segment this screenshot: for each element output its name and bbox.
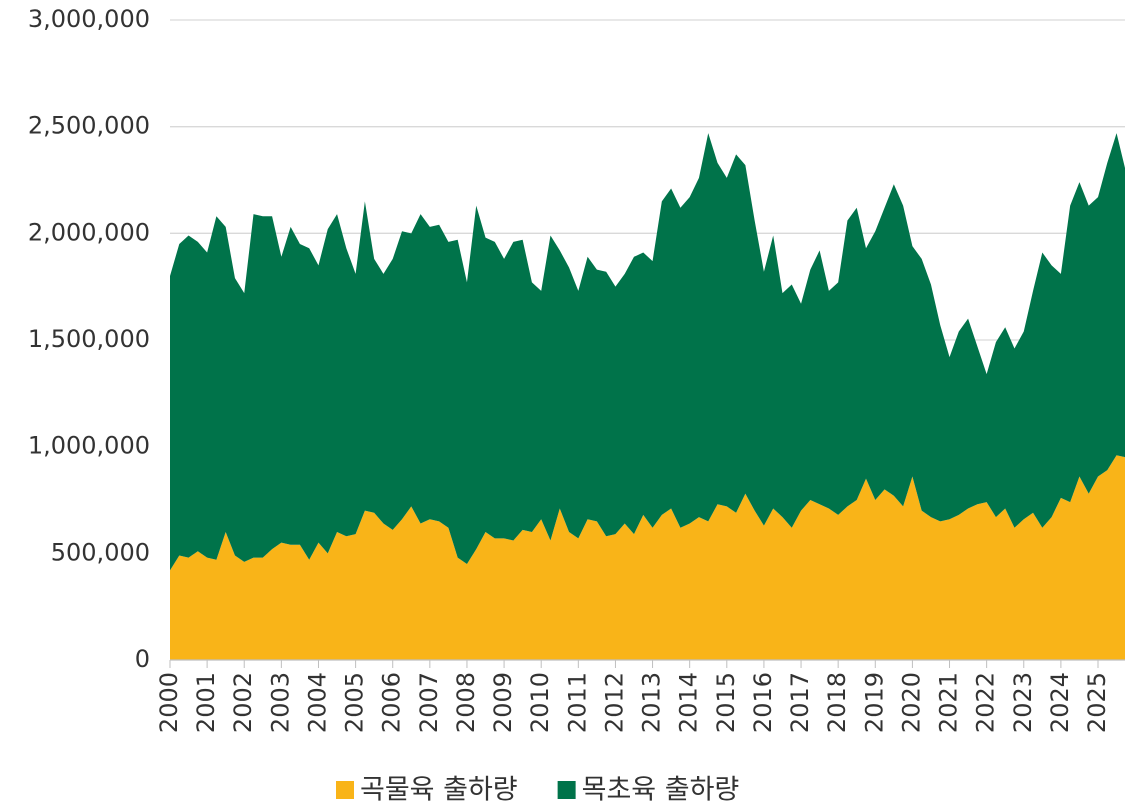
x-tick-label: 2002 <box>229 672 257 733</box>
x-tick-label: 2008 <box>452 672 480 733</box>
x-tick-label: 2015 <box>712 672 740 733</box>
y-tick-label: 1,500,000 <box>28 325 150 353</box>
x-tick-label: 2003 <box>266 672 294 733</box>
x-tick-label: 2024 <box>1046 672 1074 733</box>
area <box>170 133 1125 571</box>
x-tick-label: 2013 <box>638 672 666 733</box>
y-tick-label: 3,000,000 <box>28 5 150 33</box>
y-tick-label: 0 <box>135 645 150 673</box>
y-tick-label: 2,500,000 <box>28 112 150 140</box>
area <box>170 455 1125 660</box>
x-tick-label: 2005 <box>341 672 369 733</box>
x-tick-label: 2021 <box>935 672 963 733</box>
x-tick-label: 2018 <box>823 672 851 733</box>
x-tick-label: 2010 <box>526 672 554 733</box>
x-tick-label: 2016 <box>749 672 777 733</box>
x-tick-label: 2007 <box>415 672 443 733</box>
x-tick-label: 2006 <box>378 672 406 733</box>
x-tick-label: 2009 <box>489 672 517 733</box>
x-tick-label: 2000 <box>155 672 183 733</box>
x-tick-label: 2001 <box>192 672 220 733</box>
legend-label: 곡물육 출하량 <box>360 775 518 806</box>
x-tick-label: 2004 <box>303 672 331 733</box>
legend-label: 목초육 출하량 <box>582 775 740 806</box>
y-tick-label: 1,000,000 <box>28 432 150 460</box>
x-tick-label: 2012 <box>600 672 628 733</box>
y-tick-label: 2,000,000 <box>28 218 150 246</box>
y-tick-label: 500,000 <box>51 538 150 566</box>
x-tick-label: 2011 <box>563 672 591 733</box>
legend-swatch <box>557 781 576 799</box>
legend-swatch <box>336 781 354 799</box>
x-tick-label: 2023 <box>1009 672 1037 733</box>
x-tick-label: 2022 <box>972 672 1000 733</box>
x-tick-label: 2014 <box>675 672 703 733</box>
x-tick-label: 2019 <box>860 672 888 733</box>
legend: 곡물육 출하량 목초육 출하량 <box>336 775 739 806</box>
x-tick-label: 2025 <box>1083 672 1111 733</box>
x-tick-label: 2020 <box>897 672 925 733</box>
x-tick-label: 2017 <box>786 672 814 733</box>
